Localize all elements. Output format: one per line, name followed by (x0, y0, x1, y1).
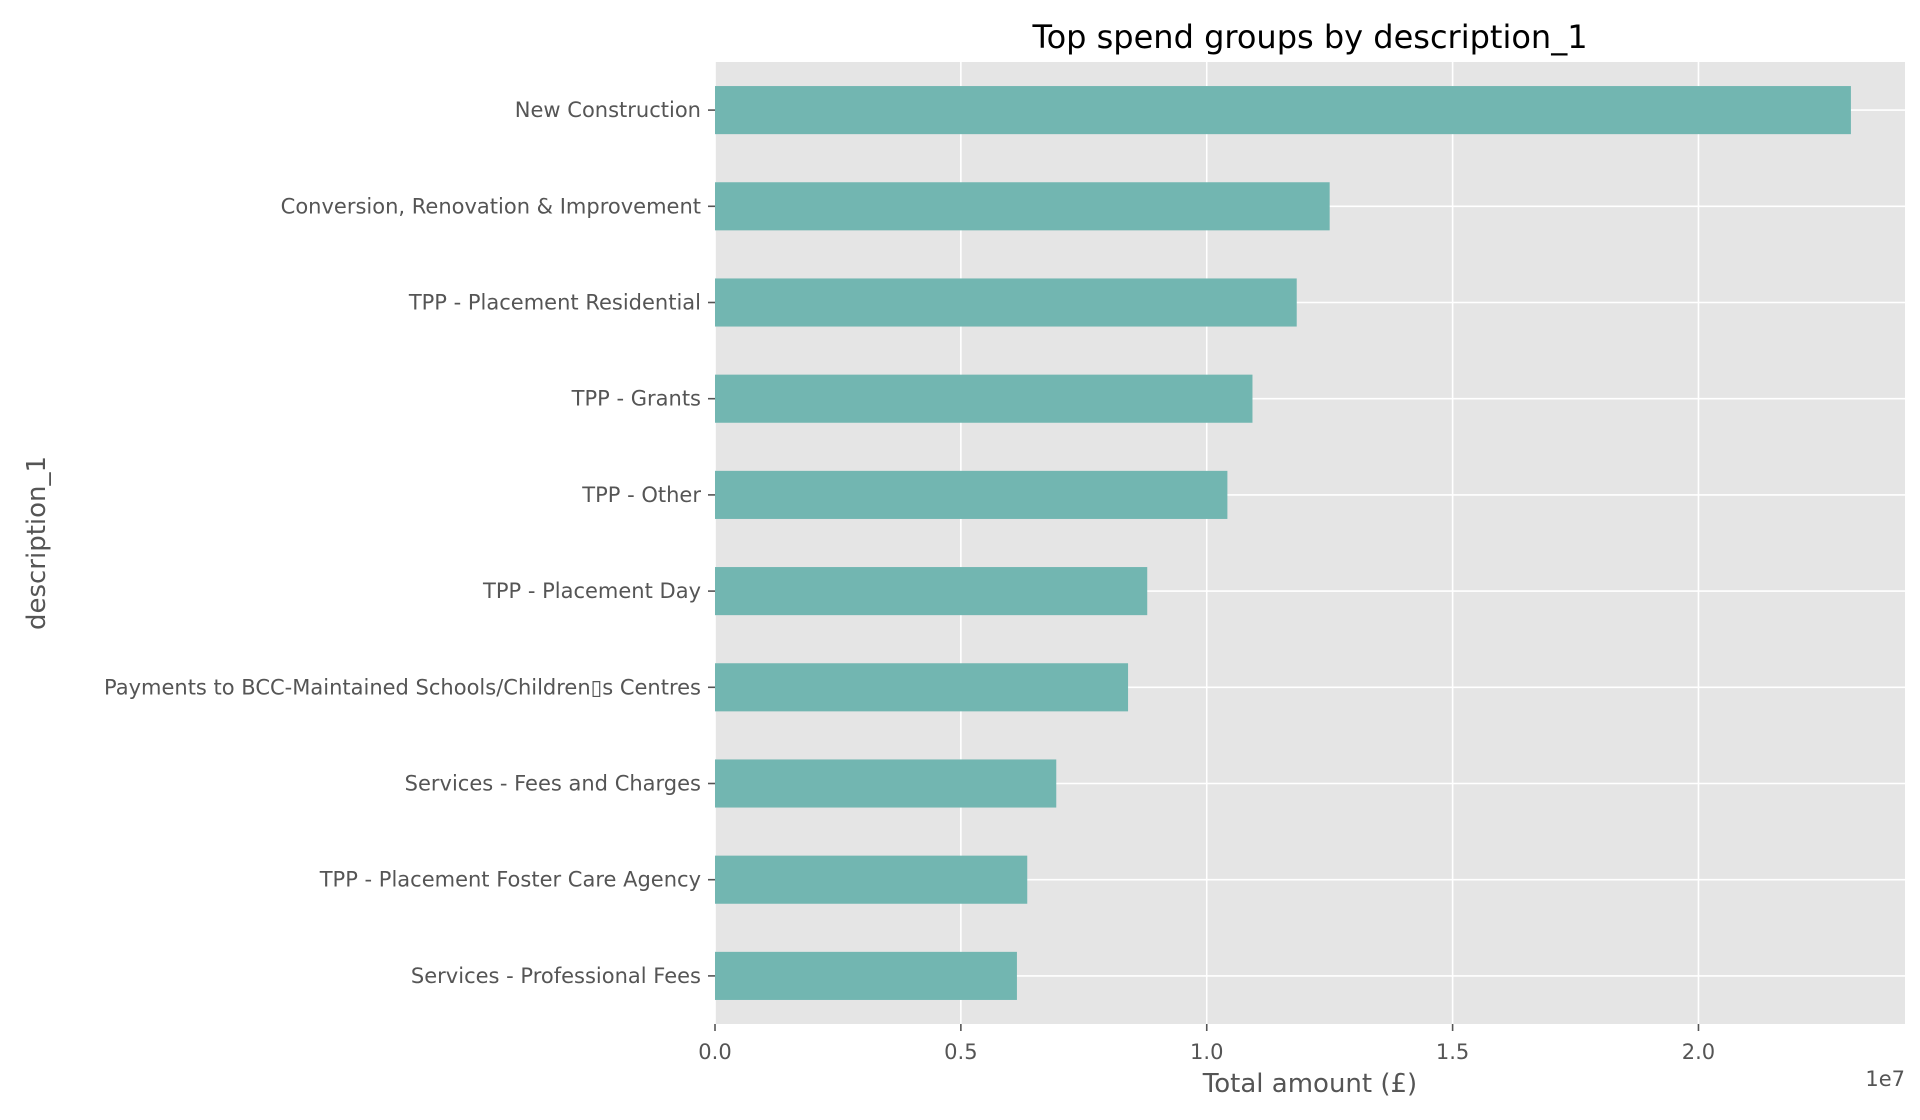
x-axis-label: Total amount (£) (1202, 1069, 1417, 1099)
bar (715, 182, 1330, 231)
y-tick-label: Services - Fees and Charges (405, 772, 701, 796)
y-axis-label: description_1 (22, 456, 52, 630)
bar (715, 663, 1129, 712)
bar (715, 470, 1228, 519)
y-tick-label: TPP - Placement Residential (408, 291, 701, 315)
y-tick-label: Payments to BCC-Maintained Schools/Child… (104, 675, 701, 699)
y-tick-label: TPP - Placement Foster Care Agency (319, 868, 701, 892)
x-tick-label: 0.0 (698, 1040, 731, 1064)
y-axis-ticks: New Construction Conversion, Renovation &… (104, 98, 715, 988)
y-tick-label: TPP - Placement Day (482, 579, 701, 603)
y-tick-label: TPP - Grants (571, 387, 701, 411)
bar (715, 759, 1057, 808)
x-axis-offset-label: 1e7 (1865, 1067, 1905, 1091)
chart-title: Top spend groups by description_1 (1031, 18, 1587, 56)
bar (715, 374, 1253, 423)
bar (715, 86, 1851, 135)
x-axis-ticks: 0.0 0.5 1.0 1.5 2.0 (698, 1024, 1715, 1064)
bar (715, 855, 1028, 904)
x-tick-label: 0.5 (944, 1040, 977, 1064)
bar (715, 278, 1297, 327)
bar (715, 951, 1017, 1000)
y-tick-label: Conversion, Renovation & Improvement (281, 194, 701, 218)
x-tick-label: 1.5 (1436, 1040, 1469, 1064)
x-tick-label: 1.0 (1190, 1040, 1223, 1064)
y-tick-label: Services - Professional Fees (411, 964, 701, 988)
y-tick-label: TPP - Other (581, 483, 701, 507)
bars (715, 86, 1851, 1000)
bar (715, 567, 1148, 616)
x-tick-label: 2.0 (1682, 1040, 1715, 1064)
y-tick-label: New Construction (515, 98, 701, 122)
